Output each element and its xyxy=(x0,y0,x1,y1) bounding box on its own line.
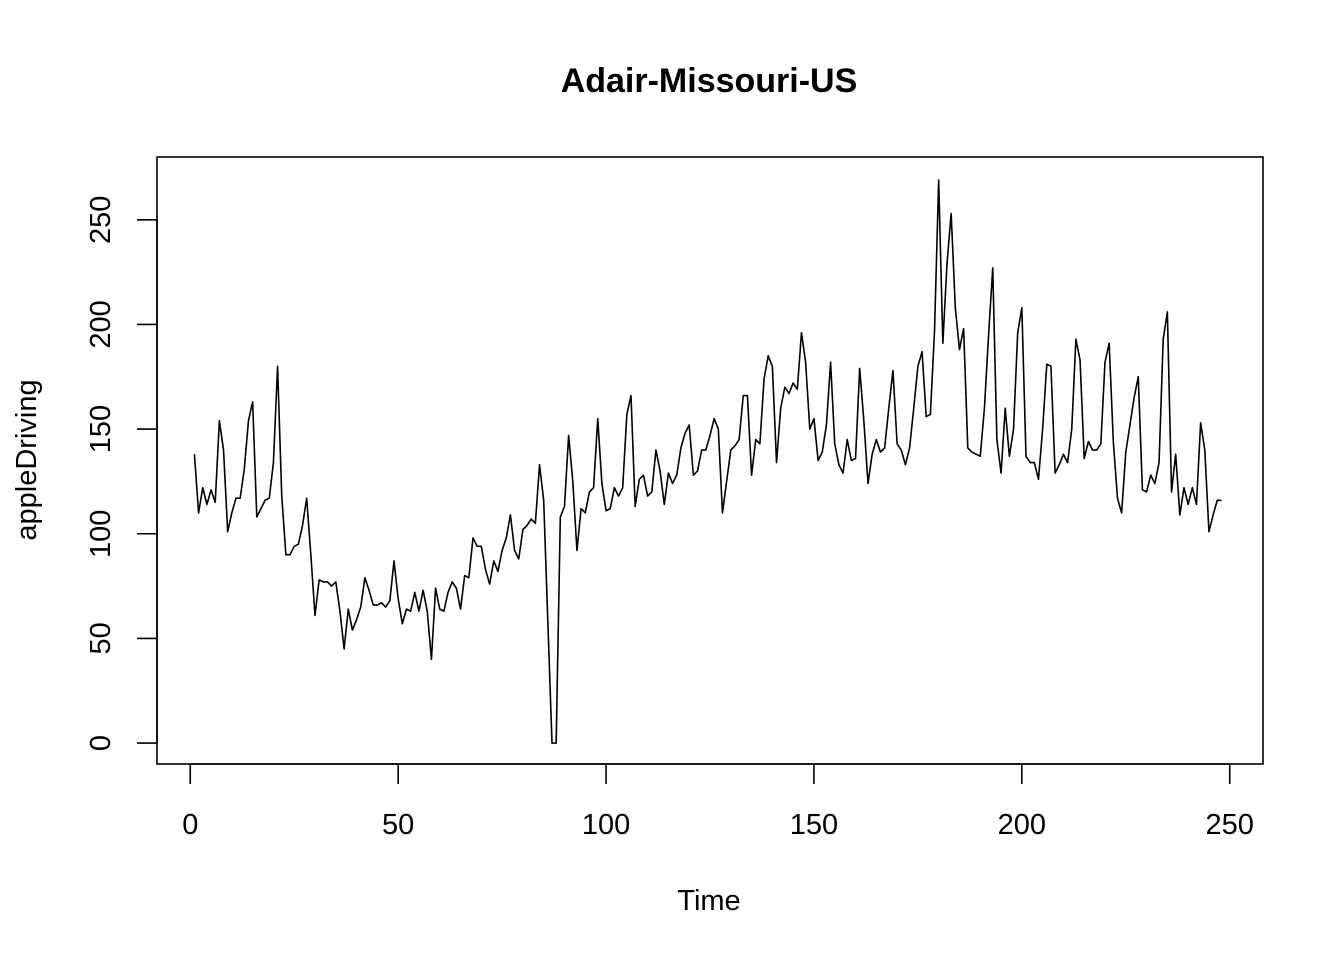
y-tick-label: 200 xyxy=(85,300,117,348)
y-axis: 0 50 100 150 200 250 xyxy=(85,196,158,751)
series-line xyxy=(193,179,1222,744)
y-tick-label: 150 xyxy=(85,405,117,453)
plot-frame xyxy=(156,156,1264,765)
x-tick-label: 200 xyxy=(998,809,1046,841)
x-axis-label: Time xyxy=(677,885,740,917)
x-tick-label: 250 xyxy=(1206,809,1254,841)
x-tick-label: 0 xyxy=(182,809,198,841)
x-tick-label: 50 xyxy=(382,809,414,841)
x-tick-label: 150 xyxy=(790,809,838,841)
y-tick-label: 0 xyxy=(85,735,117,751)
y-tick-label: 100 xyxy=(85,510,117,558)
chart-title: Adair-Missouri-US xyxy=(561,62,858,100)
y-tick-label: 50 xyxy=(85,622,117,654)
x-tick-label: 100 xyxy=(582,809,630,841)
x-axis: 0 50 100 150 200 250 xyxy=(182,763,1254,841)
y-axis-label: appleDriving xyxy=(11,379,43,540)
y-tick-label: 250 xyxy=(85,196,117,244)
